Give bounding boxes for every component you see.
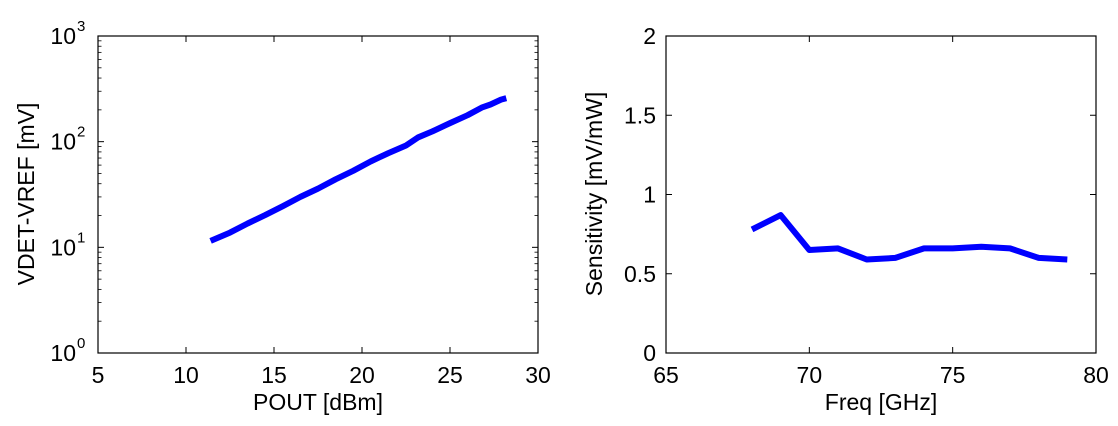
chart-right-series-line — [750, 212, 1068, 263]
chart-left-ylabel: VDET-VREF [mV] — [13, 103, 39, 286]
chart-right-ytick-label: 0 — [643, 340, 656, 366]
chart-left-ytick-exp: 3 — [77, 18, 85, 35]
chart-right-xtick-label: 75 — [940, 362, 966, 388]
chart-right-ytick-label: 1.5 — [624, 102, 656, 128]
chart-right-ytick-label: 1 — [643, 182, 656, 208]
chart-right-plot-area — [665, 35, 1097, 354]
chart-left-plot-area — [97, 35, 539, 354]
chart-left-series — [209, 95, 508, 244]
chart-left-ytick-label: 10 3 — [50, 18, 85, 49]
chart-left-ytick-base: 10 — [50, 234, 76, 260]
chart-left-xtick-label: 20 — [349, 362, 375, 388]
chart-left-ytick-label: 10 0 — [50, 335, 85, 366]
chart-right-xtick-label: 70 — [797, 362, 823, 388]
chart-left-xtick-label: 10 — [173, 362, 199, 388]
chart-left-ytick-exp: 0 — [77, 335, 85, 352]
chart-left-ytick-base: 10 — [50, 129, 76, 155]
chart-left-xtick-label: 15 — [261, 362, 287, 388]
chart-left-ytick-label: 10 1 — [50, 229, 85, 260]
chart-left-ytick-exp: 2 — [77, 124, 85, 141]
chart-left-xtick-label: 30 — [525, 362, 551, 388]
chart-right-ytick-label: 2 — [643, 23, 656, 49]
chart-right-ticks: 65 70 75 80 0 0.5 1 1.5 2 — [624, 23, 1109, 388]
chart-left-ytick-exp: 1 — [77, 229, 85, 246]
chart-right-ylabel: Sensitivity [mV/mW] — [581, 92, 607, 296]
chart-left-xtick-label: 25 — [437, 362, 463, 388]
chart-right-ytick-label: 0.5 — [624, 261, 656, 287]
chart-left-xtick-label: 5 — [92, 362, 105, 388]
chart-right-xtick-label: 65 — [653, 362, 679, 388]
chart-right: 65 70 75 80 0 0.5 1 1.5 2 Freq [GHz] Sensitivity… — [581, 23, 1109, 415]
chart-left-xlabel: POUT [dBm] — [253, 389, 383, 415]
chart-left-ytick-base: 10 — [50, 23, 76, 49]
chart-right-xlabel: Freq [GHz] — [825, 389, 937, 415]
chart-right-series — [750, 212, 1068, 263]
chart-left-ytick-label: 10 2 — [50, 124, 85, 155]
chart-right-xtick-label: 80 — [1083, 362, 1109, 388]
chart-left-ytick-base: 10 — [50, 340, 76, 366]
chart-left-series-line — [209, 95, 508, 244]
